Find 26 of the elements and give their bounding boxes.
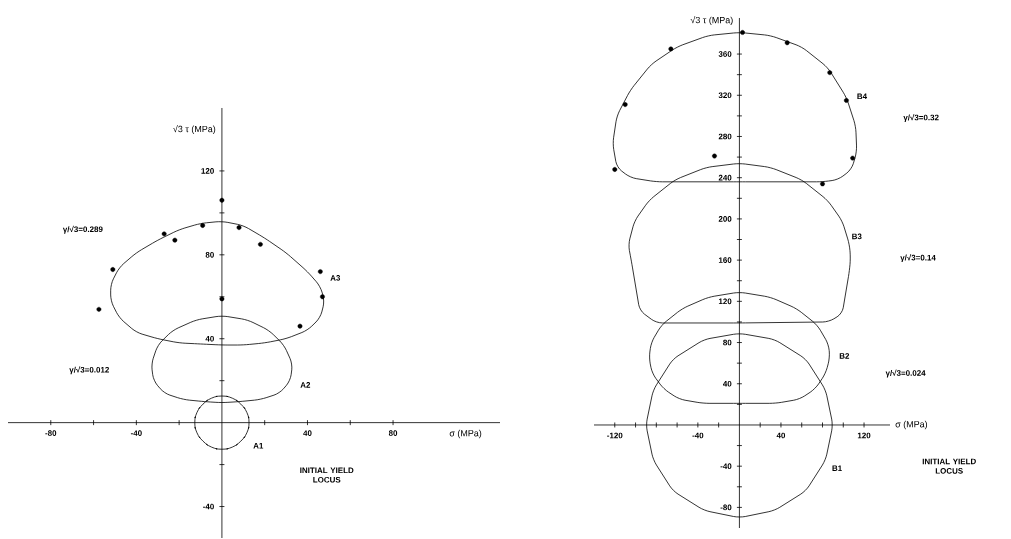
point <box>740 30 745 35</box>
point <box>161 231 167 237</box>
point <box>784 40 790 46</box>
point <box>317 269 323 274</box>
point <box>827 70 833 75</box>
y-axis-title: √3 τ (MPa) <box>173 125 216 134</box>
point <box>200 223 206 228</box>
point <box>96 306 102 312</box>
x-axis-title: σ (MPa) <box>895 420 928 430</box>
point <box>612 167 618 172</box>
point <box>236 225 242 230</box>
point <box>219 197 225 203</box>
point <box>320 294 325 300</box>
y-axis-title: √3 τ (MPa) <box>690 16 733 26</box>
point <box>820 181 825 187</box>
point <box>258 241 263 247</box>
point <box>850 155 856 161</box>
point <box>844 98 849 103</box>
point <box>219 296 225 302</box>
point <box>172 237 178 243</box>
point <box>297 323 303 329</box>
x-axis-title: σ (MPa) <box>449 429 482 439</box>
point <box>622 102 628 107</box>
point <box>110 267 116 272</box>
point <box>712 153 717 159</box>
point <box>668 46 674 52</box>
